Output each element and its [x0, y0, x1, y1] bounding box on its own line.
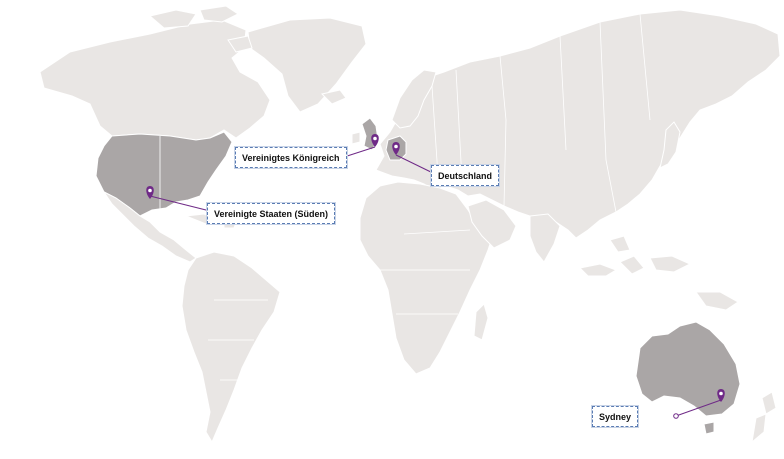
landmass-tasmania [703, 421, 715, 435]
landmass-india [529, 213, 561, 263]
landmass-arctic-islands [148, 5, 253, 53]
location-label-syd[interactable]: Sydney [590, 405, 640, 428]
landmass-madagascar [473, 303, 489, 341]
landmass-japan [659, 121, 681, 169]
landmass-south-america [181, 251, 281, 444]
landmass-iceland [321, 89, 347, 105]
map-pin-icon[interactable] [371, 134, 379, 147]
location-label-uk[interactable]: Vereinigtes Königreich [234, 146, 348, 169]
leader-line-us [149, 195, 215, 213]
landmass-canada-alaska [39, 19, 271, 141]
map-pin-icon[interactable] [717, 389, 725, 402]
leader-dot-syd [673, 413, 679, 419]
country-australia [635, 321, 741, 417]
landmass-ireland [351, 131, 361, 145]
map-pin-icon[interactable] [146, 186, 154, 199]
leader-line-syd [675, 399, 722, 417]
landmass-new-zealand [751, 391, 777, 444]
country-borders [159, 13, 651, 381]
leader-line-de [395, 154, 438, 176]
landmass-new-guinea [695, 291, 739, 311]
landmass-arabia [467, 199, 517, 249]
country-usa [95, 131, 233, 217]
map-pin-icon[interactable] [392, 142, 400, 155]
leader-line-uk [340, 146, 376, 159]
landmass-africa [359, 181, 495, 375]
location-label-us[interactable]: Vereinigte Staaten (Süden) [205, 202, 337, 225]
location-label-de[interactable]: Deutschland [429, 164, 501, 187]
landmass-indonesia [578, 235, 692, 277]
